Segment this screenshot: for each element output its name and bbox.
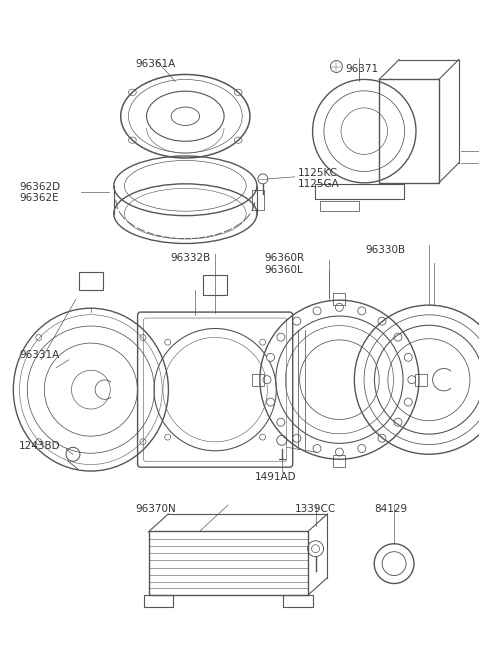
Text: 96332B: 96332B — [170, 253, 210, 263]
Circle shape — [336, 448, 343, 456]
Text: 96362D: 96362D — [19, 182, 60, 192]
Circle shape — [293, 434, 301, 442]
Text: 96330B: 96330B — [365, 246, 406, 255]
Circle shape — [358, 307, 366, 315]
Circle shape — [394, 333, 402, 341]
Circle shape — [258, 174, 268, 184]
Bar — [144, 595, 173, 607]
Bar — [415, 374, 427, 386]
Bar — [148, 531, 308, 595]
Text: 1243BD: 1243BD — [19, 441, 61, 451]
Circle shape — [293, 317, 301, 325]
Circle shape — [394, 419, 402, 426]
Text: 96331A: 96331A — [19, 350, 60, 360]
Circle shape — [266, 398, 275, 406]
Text: 96361A: 96361A — [135, 58, 176, 69]
Text: 1125GA: 1125GA — [298, 179, 339, 189]
Bar — [79, 272, 103, 290]
Circle shape — [358, 445, 366, 453]
Bar — [203, 275, 227, 295]
Circle shape — [336, 303, 343, 311]
Bar — [334, 455, 346, 467]
Bar — [379, 79, 439, 183]
Circle shape — [378, 434, 386, 442]
Circle shape — [404, 353, 412, 362]
Bar — [334, 293, 346, 305]
Circle shape — [378, 317, 386, 325]
Bar — [252, 374, 264, 386]
Text: 1491AD: 1491AD — [255, 472, 297, 482]
Circle shape — [313, 445, 321, 453]
Text: 96370N: 96370N — [135, 504, 176, 514]
Text: 96362E: 96362E — [19, 193, 59, 203]
Text: 84129: 84129 — [374, 504, 408, 514]
Text: 1339CC: 1339CC — [295, 504, 336, 514]
Text: 1125KC: 1125KC — [298, 168, 337, 178]
Circle shape — [408, 376, 416, 384]
Bar — [320, 200, 360, 211]
Circle shape — [277, 333, 285, 341]
Circle shape — [277, 419, 285, 426]
Text: 96371: 96371 — [346, 64, 379, 73]
Bar — [283, 595, 312, 607]
Bar — [314, 184, 404, 198]
Circle shape — [313, 307, 321, 315]
Text: 96360R: 96360R — [265, 253, 305, 263]
Circle shape — [404, 398, 412, 406]
Circle shape — [266, 353, 275, 362]
Text: 96360L: 96360L — [265, 265, 304, 275]
Bar — [252, 190, 264, 210]
Circle shape — [263, 376, 271, 384]
